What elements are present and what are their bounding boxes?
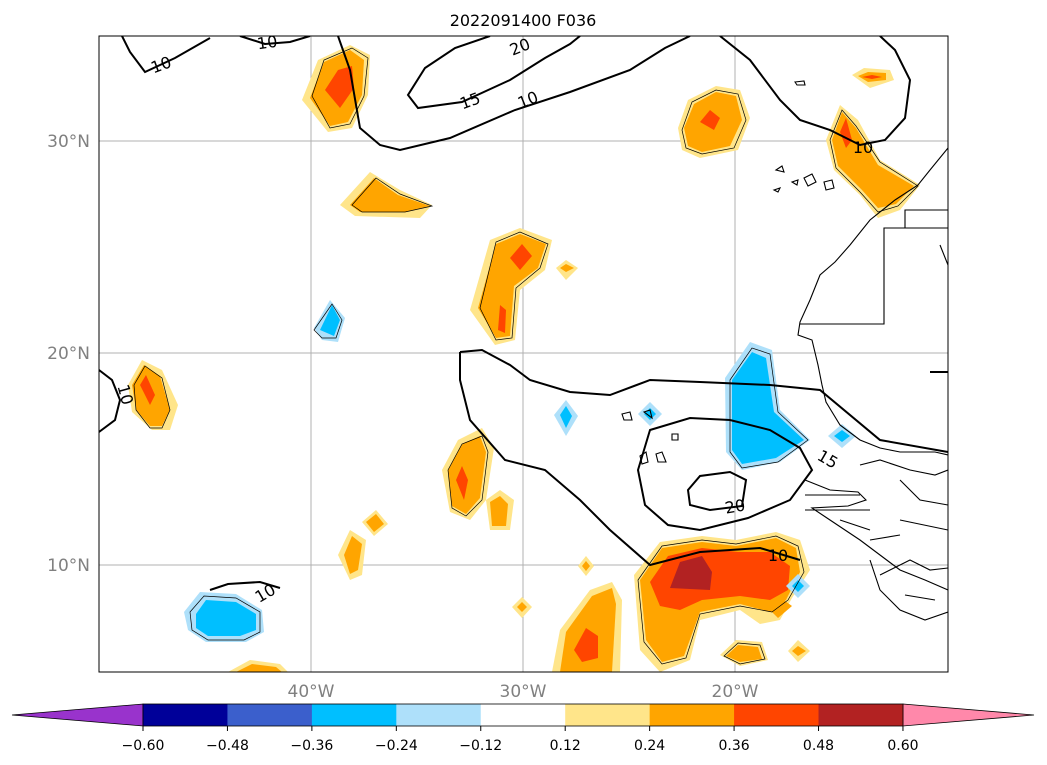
colorbar-segment [143, 704, 228, 726]
colorbar-tick-label: −0.36 [290, 738, 333, 754]
colorbar-segment [565, 704, 651, 726]
map-area: 10 10 20 15 10 10 10 15 20 10 10 [99, 32, 948, 672]
map-frame [98, 35, 949, 673]
colorbar-segment [227, 704, 313, 726]
lon-tick-label: 40°W [288, 682, 335, 702]
colorbar-tick-label: 0.60 [887, 738, 918, 754]
contour-label: 10 [256, 32, 279, 54]
contour-label: 10 [853, 138, 873, 157]
axis-labels: 40°W 30°W 20°W 30°N 20°N 10°N [47, 132, 759, 702]
colorbar-tick-label: 0.48 [803, 738, 834, 754]
contour-label: 15 [814, 446, 841, 473]
colorbar-max-extension [902, 703, 1035, 727]
colorbar-min-extension [11, 703, 144, 727]
colorbar-tick-label: −0.48 [206, 738, 249, 754]
colorbar-tick-label: −0.12 [459, 738, 502, 754]
filled-anomalies [128, 45, 920, 672]
graticule [99, 36, 948, 672]
colorbar-tick-label: 0.24 [634, 738, 665, 754]
contour-label: 20 [507, 34, 533, 59]
lat-tick-label: 20°N [47, 344, 90, 364]
coastlines [621, 80, 948, 621]
contour-label: 10 [114, 382, 138, 407]
colorbar-tick-label: −0.60 [122, 738, 165, 754]
colorbar: −0.60 −0.48 −0.36 −0.24 −0.12 0.12 0.24 0.36 0.4… [11, 703, 1035, 754]
contour-label: 10 [768, 546, 788, 565]
lat-tick-label: 10°N [47, 556, 90, 576]
contour-label: 15 [457, 88, 483, 113]
colorbar-segment [818, 704, 904, 726]
colorbar-segment [311, 704, 397, 726]
lon-tick-label: 30°W [500, 682, 547, 702]
thin-outlines [133, 47, 919, 665]
colorbar-tick-label: −0.24 [375, 738, 418, 754]
lon-tick-label: 20°W [712, 682, 759, 702]
colorbar-segment [396, 704, 482, 726]
colorbar-segment [649, 704, 735, 726]
lat-tick-label: 30°N [47, 132, 90, 152]
contour-label: 10 [148, 52, 174, 77]
colorbar-tick-label: 0.12 [550, 738, 581, 754]
colorbar-segment [480, 704, 566, 726]
colorbar-segment [734, 704, 820, 726]
colorbar-tick-label: 0.36 [718, 738, 749, 754]
contour-label: 20 [723, 495, 746, 517]
figure-title: 2022091400 F036 [450, 11, 597, 30]
contour-label: 10 [252, 580, 279, 607]
